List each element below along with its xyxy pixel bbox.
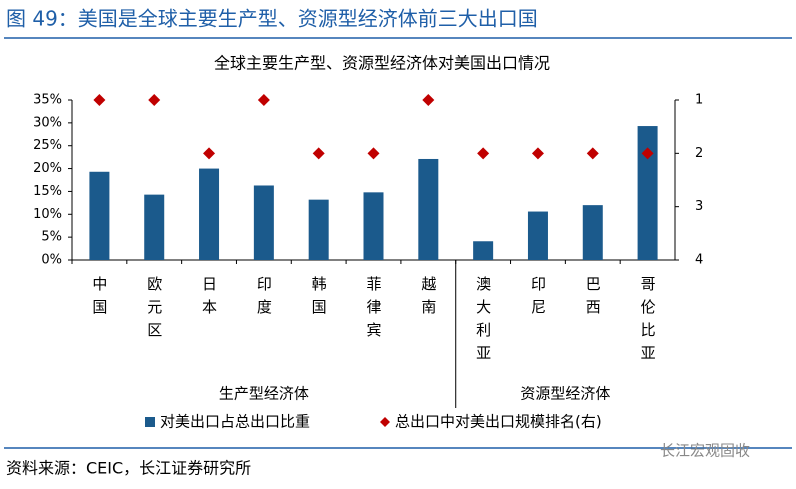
- legend-label: 对美出口占总出口比重: [160, 413, 310, 431]
- y-tick-label: 20%: [33, 161, 62, 176]
- y-tick-label: 10%: [33, 207, 62, 222]
- bar: [199, 168, 220, 260]
- bar: [582, 205, 603, 260]
- x-tick-label: 澳大利亚: [474, 276, 492, 368]
- rank-marker: [422, 94, 435, 106]
- group-label: 生产型经济体: [219, 385, 309, 403]
- bar: [89, 171, 110, 260]
- bar: [637, 126, 658, 260]
- y2-tick-label: 3: [695, 199, 703, 214]
- rank-marker: [312, 147, 325, 160]
- x-tick-label: 日本: [200, 276, 218, 322]
- y2-tick-label: 1: [695, 93, 703, 108]
- x-tick-label: 韩国: [310, 276, 328, 322]
- x-tick-label: 印尼: [529, 276, 547, 322]
- x-tick-label: 巴西: [584, 276, 602, 322]
- y-tick-label: 5%: [41, 230, 62, 245]
- x-tick-label: 菲律宾: [365, 276, 383, 345]
- x-tick-label: 越南: [419, 276, 437, 322]
- group-label: 资源型经济体: [520, 385, 610, 403]
- bar: [308, 199, 329, 260]
- source: 资料来源：CEIC，长江证券研究所: [6, 459, 251, 478]
- bar: [527, 211, 548, 260]
- rank-marker: [148, 94, 161, 106]
- chart-title: 全球主要生产型、资源型经济体对美国出口情况: [214, 54, 550, 73]
- legend-swatch: [380, 417, 390, 427]
- x-tick-label: 印度: [255, 276, 273, 322]
- legend-swatch: [145, 417, 155, 427]
- bar: [473, 241, 494, 260]
- bar: [418, 158, 439, 260]
- y2-tick-label: 4: [695, 253, 703, 268]
- bar: [253, 185, 274, 260]
- rank-marker: [586, 147, 599, 160]
- rank-marker: [257, 94, 270, 106]
- rank-marker: [641, 147, 654, 160]
- x-tick-label: 中国: [90, 276, 108, 322]
- y-tick-label: 35%: [33, 93, 62, 108]
- rank-marker: [531, 147, 544, 160]
- y2-tick-label: 2: [695, 146, 703, 161]
- rank-marker: [367, 147, 380, 160]
- x-tick-label: 哥伦比亚: [639, 276, 657, 368]
- rank-marker: [477, 147, 490, 160]
- bar: [363, 192, 384, 260]
- bar: [144, 194, 165, 260]
- y-tick-label: 30%: [33, 115, 62, 130]
- rank-marker: [203, 147, 216, 160]
- legend-label: 总出口中对美出口规模排名(右): [395, 413, 602, 431]
- watermark: 长江宏观固收: [660, 442, 750, 460]
- y-tick-label: 0%: [41, 253, 62, 268]
- x-tick-label: 欧元区: [145, 276, 163, 345]
- rank-marker: [93, 94, 106, 106]
- y-tick-label: 15%: [33, 184, 62, 199]
- figure-title: 图 49：美国是全球主要生产型、资源型经济体前三大出口国: [6, 7, 538, 31]
- y-tick-label: 25%: [33, 138, 62, 153]
